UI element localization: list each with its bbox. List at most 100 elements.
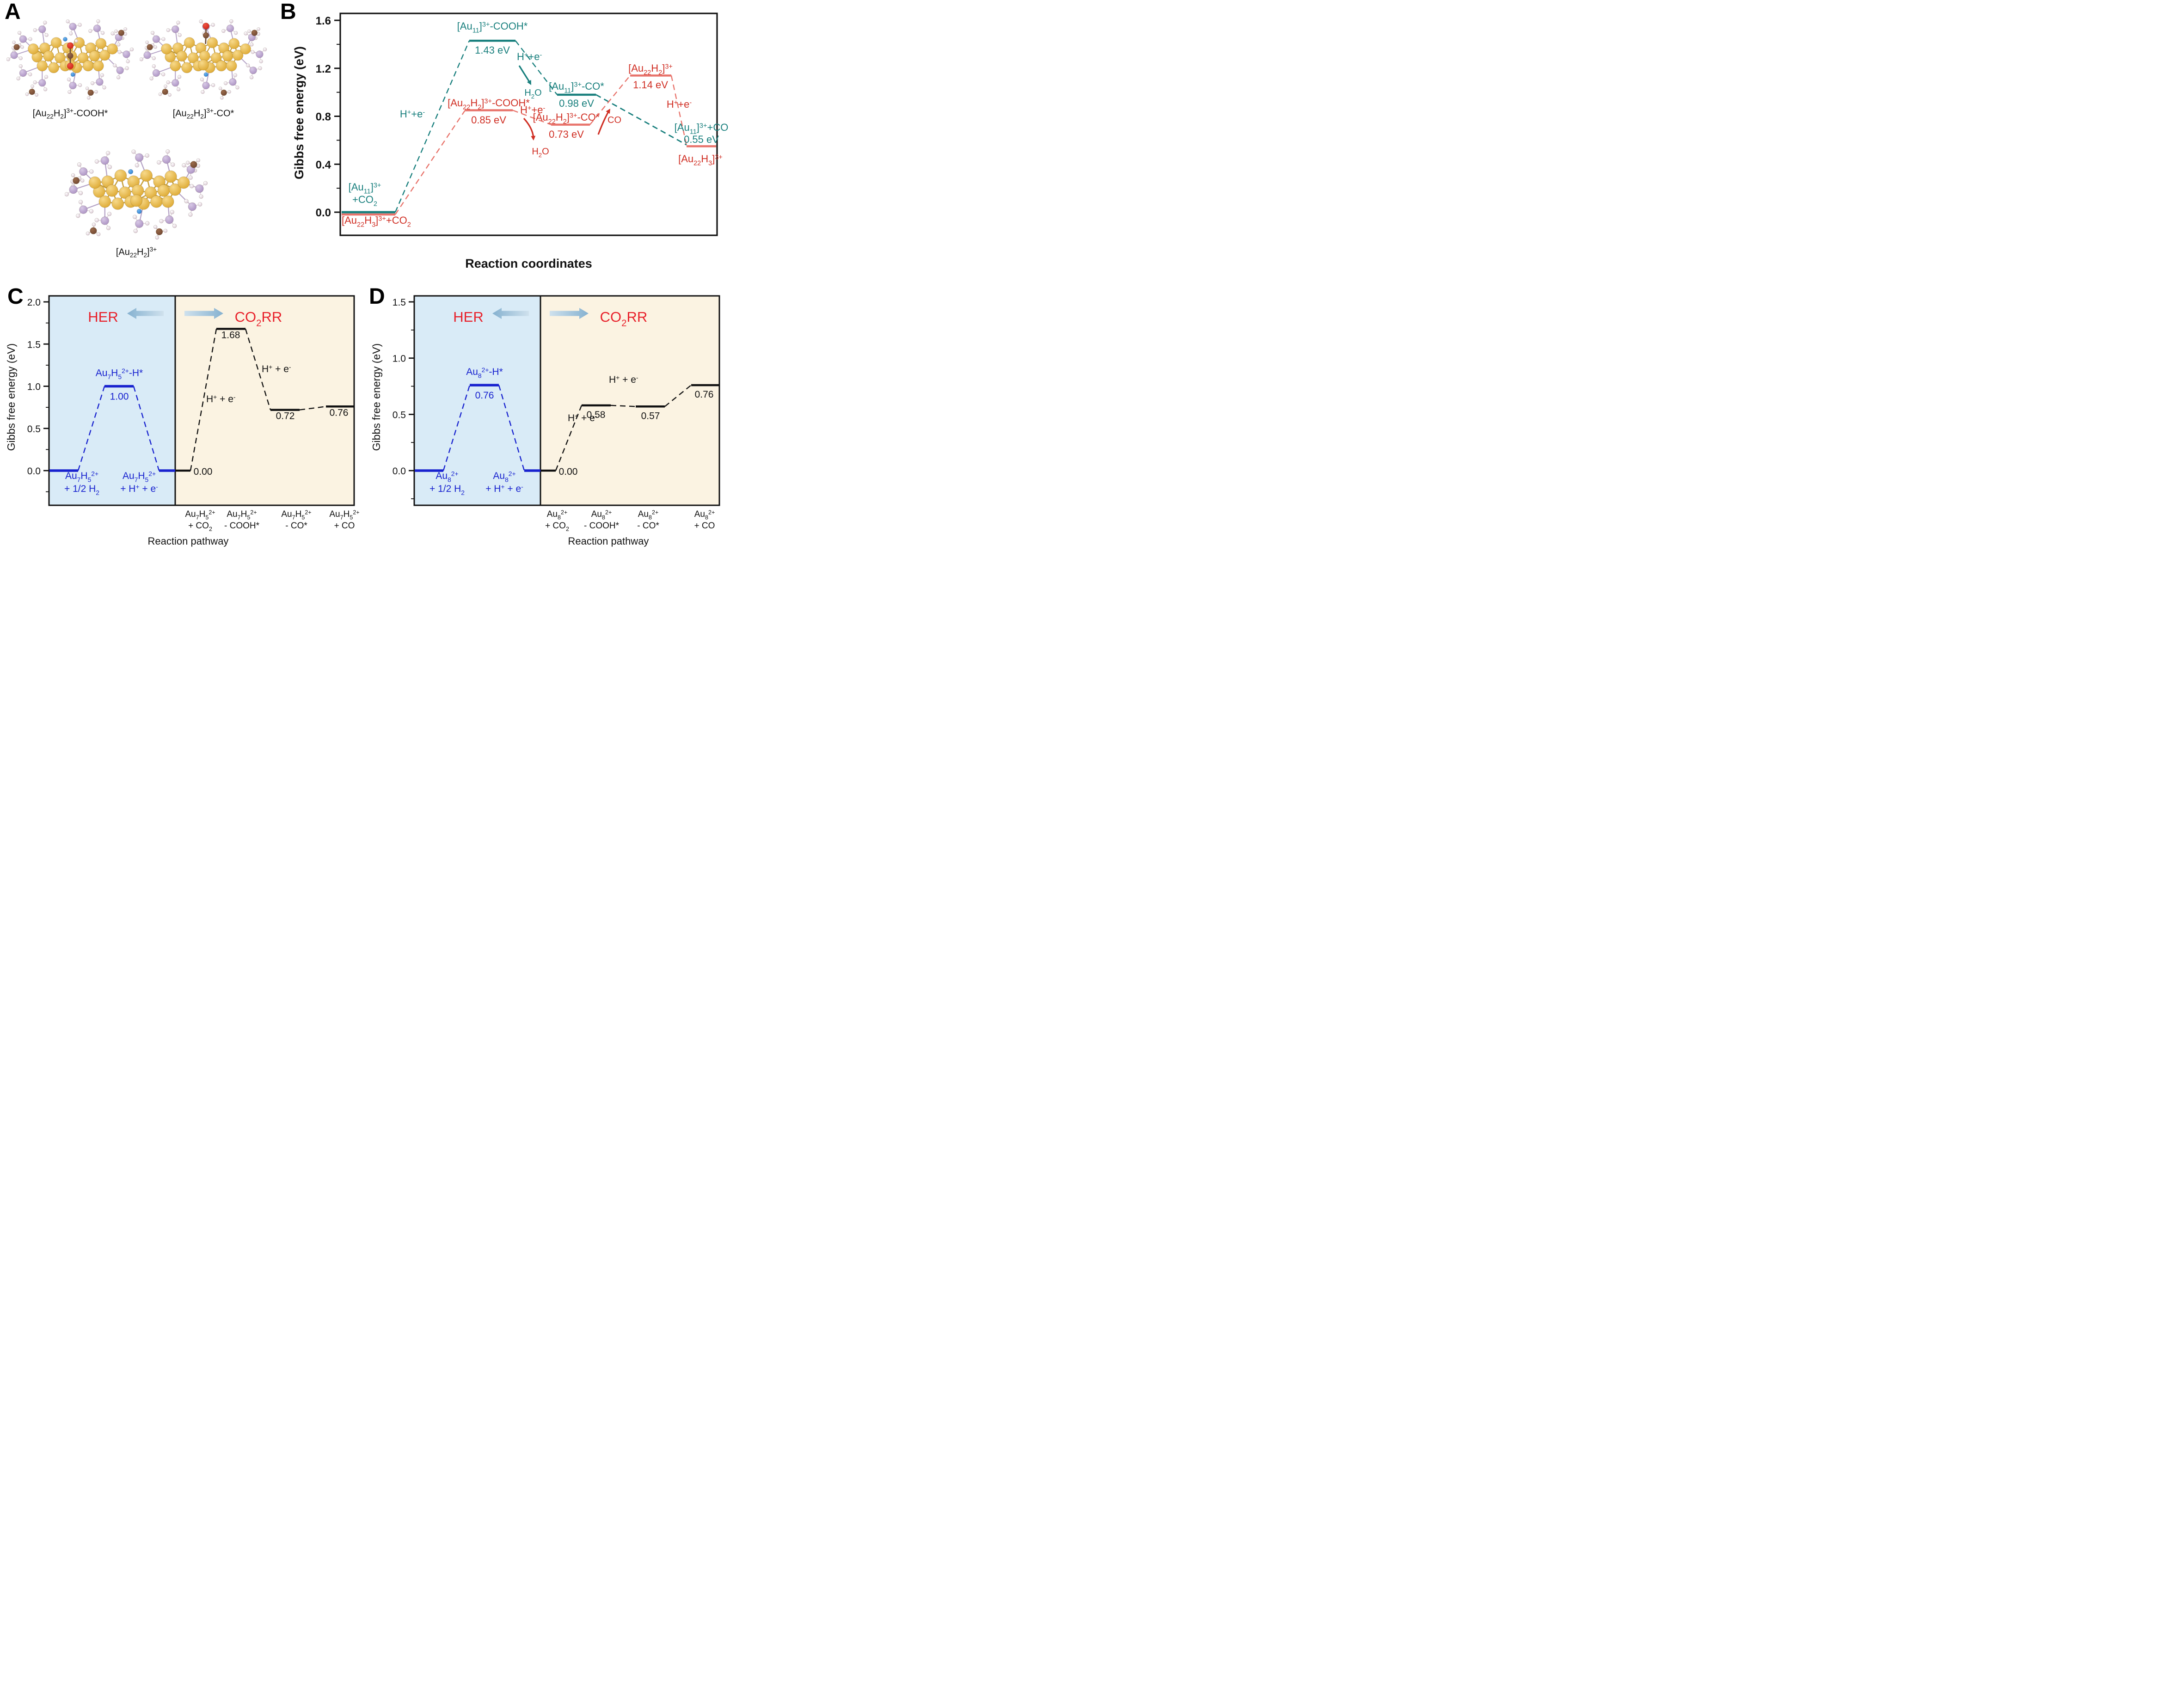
hydrogen-atom bbox=[172, 224, 177, 228]
plot-frame bbox=[48, 295, 355, 506]
x-category-label: Au82+ bbox=[694, 509, 715, 521]
species-label: Au82+-H* bbox=[466, 366, 503, 380]
energy-value: 0.72 bbox=[276, 411, 295, 422]
y-tick-label: 0.0 bbox=[27, 466, 41, 477]
y-axis-label: Gibbs free energy (eV) bbox=[5, 343, 17, 451]
gold-atom bbox=[107, 43, 118, 55]
gold-atom bbox=[228, 38, 240, 49]
hydrogen-atom bbox=[85, 86, 89, 91]
phosphine-atom bbox=[152, 35, 160, 43]
hydrogen-atom bbox=[164, 84, 167, 88]
hydrogen-atom bbox=[117, 50, 122, 54]
y-tick-label: 2.0 bbox=[27, 297, 41, 308]
gold-atom bbox=[77, 52, 89, 63]
hydrogen-atom bbox=[176, 20, 180, 25]
molecule-figure: [Au22H2]3+-COOH* bbox=[6, 13, 134, 120]
hydride-atom bbox=[136, 208, 142, 214]
molecule-label: [Au22H2]3+ bbox=[116, 246, 157, 259]
hydrogen-atom bbox=[43, 20, 47, 25]
energy-value: 0.98 eV bbox=[559, 98, 594, 109]
phosphine-atom bbox=[165, 215, 174, 224]
hydride-atom bbox=[63, 37, 67, 42]
hydrogen-atom bbox=[125, 66, 129, 70]
gold-atom bbox=[88, 176, 101, 189]
gold-atom bbox=[222, 50, 233, 62]
plot-frame bbox=[413, 295, 720, 506]
y-tick-label: 1.0 bbox=[27, 382, 41, 392]
gold-atom bbox=[50, 37, 62, 49]
hydrogen-atom bbox=[263, 47, 267, 52]
carbon-atom bbox=[202, 32, 209, 39]
pathway-dash bbox=[610, 405, 636, 407]
gold-atom bbox=[140, 169, 153, 182]
pathway-dash bbox=[515, 40, 558, 95]
energy-value: 1.00 bbox=[110, 392, 129, 402]
hydrogen-atom bbox=[171, 162, 175, 167]
step-label: H++e- bbox=[517, 51, 542, 62]
hydrogen-atom bbox=[182, 163, 186, 168]
hydrogen-atom bbox=[76, 214, 80, 218]
species-label: Au7H52+-H* bbox=[96, 367, 143, 380]
hydrogen-atom bbox=[203, 181, 208, 185]
hydrogen-atom bbox=[177, 75, 182, 79]
hydrogen-atom bbox=[229, 19, 233, 24]
gold-atom bbox=[118, 186, 131, 199]
x-category-label: + CO bbox=[334, 521, 355, 531]
phosphine-atom bbox=[19, 69, 27, 77]
energy-diagram-b: 0.0 0.4 0.8 1.2 1.6 Gibbs free energy (eV) Rea… bbox=[292, 12, 728, 270]
x-category-label: + CO2 bbox=[188, 521, 212, 533]
molecule-figure: [Au22H2]3+-CO* bbox=[140, 13, 267, 120]
gold-atom bbox=[130, 194, 143, 207]
x-category-label: - CO* bbox=[637, 521, 659, 531]
energy-value: 0.73 eV bbox=[549, 129, 584, 140]
hydrogen-atom bbox=[140, 57, 143, 61]
hydrogen-atom bbox=[200, 77, 204, 82]
hydrogen-atom bbox=[117, 43, 121, 47]
molecule-label: [Au22H2]3+-CO* bbox=[172, 107, 234, 120]
hydrogen-atom bbox=[235, 86, 239, 90]
step-label: H+ + e- bbox=[262, 363, 291, 374]
y-tick-label: 1.6 bbox=[316, 15, 331, 27]
hydrogen-atom bbox=[220, 96, 224, 100]
pathway-dash bbox=[245, 329, 271, 410]
her-direction-arrow bbox=[492, 308, 529, 319]
pathway-dash bbox=[299, 406, 326, 411]
reactant-label: + H+ + e- bbox=[120, 483, 158, 494]
hydrogen-atom bbox=[12, 40, 16, 44]
pathway-dash bbox=[670, 75, 687, 146]
oxygen-atom bbox=[67, 42, 74, 49]
hydrogen-atom bbox=[116, 75, 121, 80]
phosphine-atom bbox=[10, 51, 18, 59]
carbon-atom bbox=[67, 52, 74, 59]
reactant-label: + H+ + e- bbox=[485, 483, 523, 494]
energy-value: 1.14 eV bbox=[633, 79, 668, 91]
x-category-label: Au82+ bbox=[638, 509, 659, 521]
arrowhead bbox=[531, 135, 536, 141]
reactant-label: Au7H52+ bbox=[123, 470, 156, 484]
hydrogen-atom bbox=[168, 93, 172, 97]
hydrogen-atom bbox=[67, 90, 72, 94]
step-label: H++e- bbox=[400, 108, 425, 120]
gold-atom bbox=[144, 186, 157, 199]
x-axis-label: Reaction pathway bbox=[568, 535, 649, 547]
phosphine-atom bbox=[188, 202, 197, 211]
pathway-dash bbox=[190, 329, 217, 471]
hydrogen-atom bbox=[31, 84, 34, 88]
hydrogen-atom bbox=[145, 153, 149, 158]
hydrogen-atom bbox=[102, 86, 106, 90]
gold-atom bbox=[98, 195, 111, 208]
x-category-label: Au82+ bbox=[591, 509, 612, 521]
pathway-dash bbox=[589, 75, 631, 125]
hydrogen-atom bbox=[106, 226, 111, 230]
carbon-atom bbox=[190, 161, 197, 168]
x-category-label: + CO2 bbox=[545, 521, 569, 533]
hydrogen-atom bbox=[211, 23, 215, 27]
x-category-label: Au7H52+ bbox=[227, 509, 257, 521]
hydrogen-atom bbox=[100, 31, 105, 35]
gold-atom bbox=[157, 184, 170, 197]
y-tick-label: 1.0 bbox=[393, 354, 406, 364]
gold-atom bbox=[82, 60, 94, 72]
gold-atom bbox=[240, 43, 251, 55]
x-axis-label: Reaction coordinates bbox=[465, 257, 592, 270]
phosphine-atom bbox=[69, 23, 77, 31]
